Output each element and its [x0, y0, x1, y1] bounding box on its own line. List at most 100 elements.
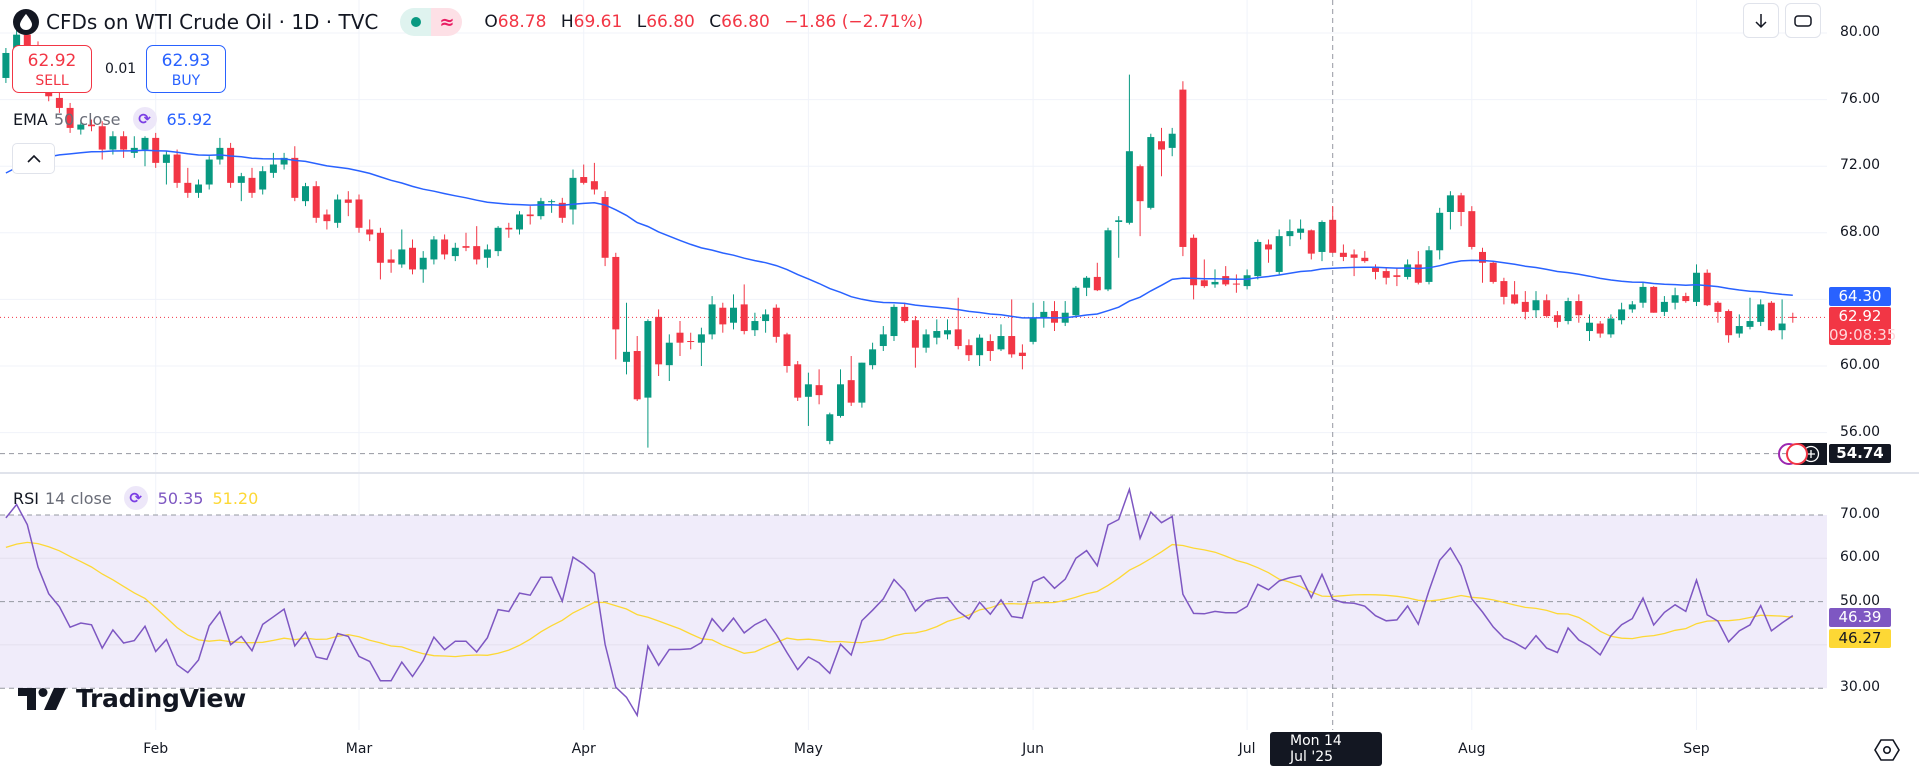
economic-event-icon[interactable] [1786, 443, 1808, 465]
candle-body [1254, 241, 1262, 277]
candle-body [1457, 195, 1465, 212]
candle-body [173, 154, 181, 183]
candle-body [580, 177, 588, 183]
rsi-tick-label: 60.00 [1840, 549, 1881, 566]
candle-body [1286, 231, 1294, 237]
candle [1725, 309, 1733, 343]
candle [1404, 259, 1412, 280]
candle-body [1703, 272, 1711, 306]
candle-body [1029, 317, 1037, 342]
candle [1757, 299, 1765, 327]
candle-body [1211, 281, 1219, 285]
buy-price: 62.93 [161, 51, 211, 71]
ema-legend[interactable]: EMA 50 close ⟳ 65.92 [13, 107, 212, 131]
refresh-icon[interactable]: ⟳ [132, 107, 157, 131]
candle-body [676, 332, 684, 343]
candle [986, 334, 994, 362]
rsi-legend[interactable]: RSI 14 close ⟳ 50.35 51.20 [13, 486, 258, 510]
candle-body [1596, 323, 1604, 334]
candle-body [494, 227, 502, 252]
candle-body [537, 201, 545, 217]
candle [569, 169, 577, 225]
candle [269, 152, 277, 178]
tradingview-logo[interactable]: TradingView [18, 684, 246, 713]
candle [1778, 299, 1786, 340]
candle-body [740, 304, 748, 332]
candle [708, 296, 716, 340]
candle [901, 302, 909, 323]
candle-body [965, 345, 973, 356]
candle-body [1307, 230, 1315, 254]
candle [911, 316, 919, 368]
candle [1489, 261, 1497, 284]
candle [88, 119, 95, 132]
candle-body [1693, 272, 1700, 302]
candle-body [227, 147, 235, 183]
sell-price: 62.92 [27, 51, 77, 71]
candle [612, 252, 620, 360]
candle [676, 321, 684, 357]
tradingview-mark-icon [18, 687, 66, 710]
candle [1190, 234, 1198, 300]
candle-body [730, 307, 737, 323]
candle [1553, 311, 1561, 328]
candle [1115, 216, 1123, 258]
candle [1222, 266, 1230, 287]
candle-body [697, 334, 705, 343]
refresh-icon[interactable]: ⟳ [123, 486, 148, 510]
candle-body [1543, 300, 1551, 317]
candle [1168, 127, 1176, 157]
candle [334, 194, 342, 228]
candle [1307, 229, 1315, 260]
candle-body [1618, 309, 1626, 321]
candle-body [944, 330, 951, 335]
ema-line [5, 149, 1793, 319]
ema-name: EMA [13, 109, 48, 129]
candle-body [323, 214, 331, 222]
symbol-title[interactable]: CFDs on WTI Crude Oil · 1D · TVC [46, 10, 379, 34]
candle [312, 181, 320, 223]
rsi-axis-label: 46.39 [1829, 608, 1891, 627]
rsi-tick-label: 50.00 [1840, 592, 1881, 609]
candle [1521, 291, 1529, 320]
candle [1072, 286, 1080, 318]
candle [162, 151, 170, 185]
open-label: O [484, 12, 498, 32]
candle-body [601, 197, 609, 258]
candle [387, 249, 395, 273]
candle-body [1650, 286, 1658, 313]
candle-body [1275, 236, 1283, 272]
ema-price-label: 64.30 [1829, 287, 1891, 306]
candle [762, 309, 770, 333]
candle [366, 219, 374, 242]
chart-settings-button[interactable] [1874, 738, 1900, 766]
time-tick-label: Sep [1683, 741, 1710, 757]
buy-button[interactable]: 62.93 BUY [146, 45, 226, 93]
candle-body [462, 246, 470, 248]
candle-body [473, 246, 481, 260]
candle [409, 239, 416, 275]
settings-icon [1874, 739, 1900, 761]
symbol-header: CFDs on WTI Crude Oil · 1D · TVC ≈ O68.7… [13, 7, 932, 37]
candle-body [387, 259, 395, 263]
sell-button[interactable]: 62.92 SELL [12, 45, 92, 93]
candle-body [1404, 264, 1412, 277]
candle [794, 361, 802, 401]
candle [944, 319, 951, 340]
market-status-pill[interactable]: ≈ [400, 8, 463, 36]
candle [858, 362, 866, 408]
collapse-legend-button[interactable] [12, 143, 55, 174]
scroll-to-latest-button[interactable] [1743, 3, 1779, 38]
market-open-dot-icon [400, 8, 432, 36]
brand-name: TradingView [76, 684, 246, 713]
candle-body [1232, 283, 1240, 285]
candle-body [1318, 221, 1326, 252]
candle-body [1436, 212, 1444, 251]
fullscreen-button[interactable] [1785, 3, 1821, 38]
candle [623, 302, 630, 375]
candle-body [334, 199, 342, 223]
candle-body [1136, 166, 1144, 202]
candle-body [1051, 311, 1058, 323]
candle [804, 372, 812, 426]
